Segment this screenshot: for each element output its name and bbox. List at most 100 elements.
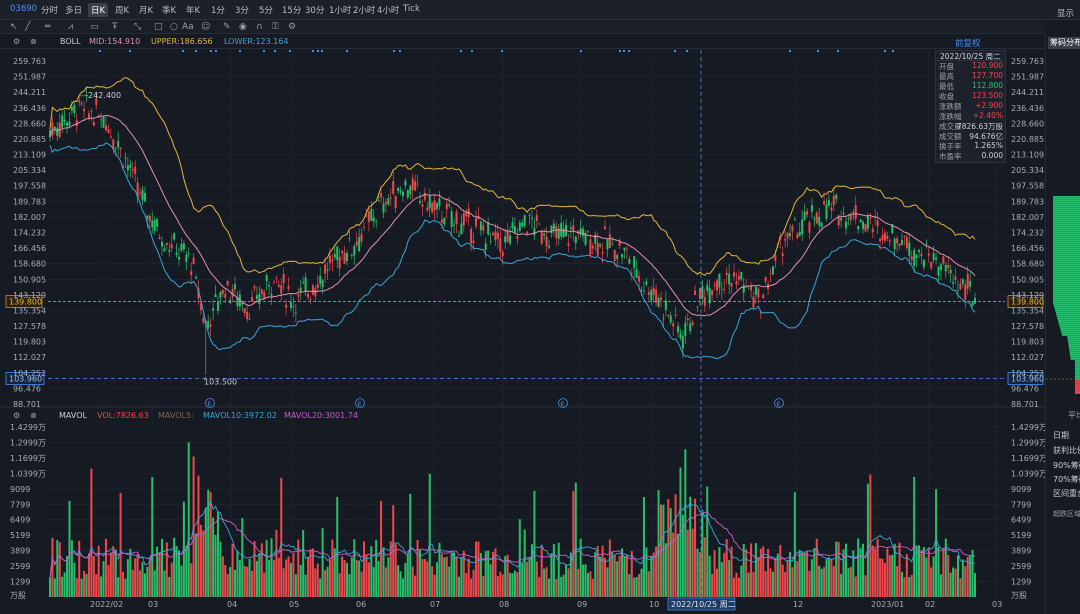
settings-icon[interactable]: ⚙ [288,22,297,32]
candle-body [857,226,860,230]
volume-bar [348,574,351,597]
ellipse-icon[interactable]: ○ [170,22,178,32]
chip-bar [1055,312,1080,314]
candle-body [287,285,290,290]
price-tick-right: 174.232 [1011,229,1044,238]
tab-15min[interactable]: 15分 [282,6,302,16]
volume-bar [292,552,295,597]
magnet-icon[interactable]: ∩ [256,22,263,32]
chip-bar [1053,300,1080,302]
volume-bar [915,545,918,597]
boll-label[interactable]: BOLL [60,37,81,46]
candle-body [260,289,263,294]
chip-bar [1059,324,1080,326]
volume-bar [935,488,938,597]
fibonacci-icon[interactable]: Ŧ [112,22,118,32]
boll-close-icon[interactable]: ⊗ [30,37,37,46]
price-tick-left: 143.129 [13,291,46,300]
candle-body [61,115,64,128]
channel-tool-icon[interactable]: ▭ [90,22,99,32]
tab-4hour[interactable]: 4小时 [377,6,400,16]
chip-bar [1053,254,1080,256]
volume-bar [888,555,891,597]
volume-bar [864,575,867,597]
tab-quarterly-k[interactable]: 季K [162,6,177,16]
chip-bar [1068,344,1080,346]
candle-body [343,252,346,264]
tab-chip-distribution[interactable]: 筹码分布 [1048,37,1080,49]
volume-bar [287,556,290,597]
chip-bar [1053,218,1080,220]
tab-multiday[interactable]: 多日 [65,6,83,16]
lock-icon[interactable]: ⚿ [272,22,279,32]
volume-bar [185,545,188,597]
eye-icon[interactable]: ◉ [239,22,247,32]
mavol-close-icon[interactable]: ⊗ [30,411,37,420]
wave-tool-icon[interactable]: ⩘ [68,22,74,32]
volume-bar [316,563,319,597]
tab-daily-k[interactable]: 日K [88,3,109,17]
volume-bar [423,559,426,597]
candle-body [681,336,684,349]
chip-bar [1075,388,1080,390]
tab-30min[interactable]: 30分 [305,6,325,16]
display-menu[interactable]: 显示 [1057,9,1075,19]
tab-1min[interactable]: 1分 [211,6,225,16]
tab-monthly-k[interactable]: 月K [139,6,154,16]
candle-body [569,227,572,229]
volume-bar [134,558,137,597]
candle-body [234,284,236,290]
volume-bar [440,554,443,597]
chip-bar [1053,244,1080,246]
candle-body [102,116,105,128]
volume-bar [577,568,580,597]
volume-bar [251,570,254,597]
volume-bar [881,558,884,597]
tab-3min[interactable]: 3分 [235,6,249,16]
horizontal-line-icon[interactable]: ═ [45,22,51,32]
measure-icon[interactable]: ⤡ [134,22,142,32]
kline-chart[interactable]: 139.800 139.800 103.960 103.960 242.400 103.5… [0,0,1045,614]
candle-body [954,276,957,280]
candle-body [416,183,419,185]
volume-bar [796,561,799,597]
brush-icon[interactable]: ✎ [223,22,231,32]
tab-tick[interactable]: Tick [403,4,420,14]
volume-bar [100,576,103,597]
candle-body [784,238,787,241]
cursor-icon[interactable]: ↖ [10,22,18,32]
price-tick-left: 158.680 [13,260,46,269]
rectangle-icon[interactable]: □ [154,22,163,32]
chip-bar [1075,364,1080,366]
candle-body [552,223,555,230]
tab-weekly-k[interactable]: 周K [115,6,130,16]
text-tool-icon[interactable]: Aa [182,22,194,32]
volume-bar [971,549,974,597]
volume-bar [165,542,168,597]
tab-intraday[interactable]: 分时 [41,6,59,16]
boll-settings-icon[interactable]: ⚙ [13,37,21,46]
ticker-code[interactable]: 03690 [10,4,38,14]
candle-body [667,315,670,316]
volume-bar [104,538,107,597]
candle-body [443,217,446,225]
volume-bar [375,539,378,597]
emoji-icon[interactable]: ☺ [201,22,211,32]
candle-body [139,192,142,194]
tab-yearly-k[interactable]: 年K [186,6,201,16]
volume-bar [285,559,288,597]
mavol-label[interactable]: MAVOL [59,411,87,420]
volume-bar [752,571,755,597]
adjust-dropdown[interactable]: 前复权 [955,39,981,49]
tab-5min[interactable]: 5分 [259,6,273,16]
candle-body [309,299,312,300]
chip-profit-ratio-label: 获利比例 [1053,446,1080,455]
tab-1hour[interactable]: 1小时 [329,6,352,16]
tab-2hour[interactable]: 2小时 [353,6,376,16]
chip-bar [1053,292,1080,294]
mavol-settings-icon[interactable]: ⚙ [13,411,21,420]
candle-body [555,225,558,239]
chip-bar [1055,310,1080,312]
volume-bar [767,548,770,597]
line-tool-icon[interactable]: ╱ [25,22,31,32]
